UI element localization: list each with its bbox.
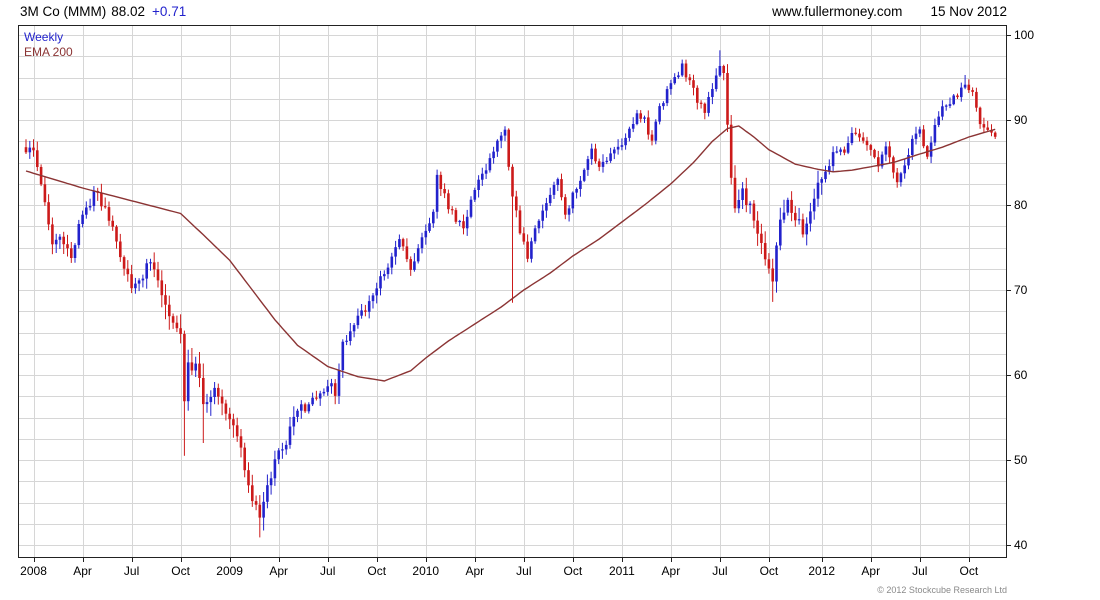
- price-change: +0.71: [152, 4, 187, 19]
- candlestick-series: [24, 50, 997, 538]
- ema-line: [25, 125, 996, 382]
- x-axis-label: Apr: [269, 564, 289, 578]
- x-axis-label: Oct: [759, 564, 779, 578]
- chart-date: 15 Nov 2012: [930, 4, 1007, 19]
- x-axis-label: Jul: [912, 564, 928, 578]
- x-axis-label: Jul: [320, 564, 336, 578]
- x-axis-label: Apr: [465, 564, 485, 578]
- y-axis-label: 50: [1014, 453, 1028, 467]
- legend-series-label: Weekly: [24, 30, 64, 44]
- x-axis-label: Jul: [516, 564, 532, 578]
- header-right: www.fullermoney.com 15 Nov 2012: [772, 4, 1007, 19]
- y-axis-label: 70: [1014, 283, 1028, 297]
- y-axis-label: 80: [1014, 198, 1028, 212]
- x-axis-label: 2012: [808, 564, 836, 578]
- y-axis-label: 90: [1014, 113, 1028, 127]
- x-axis-label: Oct: [171, 564, 190, 578]
- instrument-name: 3M Co (MMM): [20, 4, 107, 19]
- x-axis-label: Oct: [367, 564, 387, 578]
- legend-ema-label: EMA 200: [24, 45, 73, 59]
- x-axis-label: Jul: [712, 564, 728, 578]
- v-gridlines: [34, 26, 970, 557]
- axis-ticks: [34, 35, 1011, 562]
- x-axis-label: 2011: [608, 564, 635, 578]
- last-price: 88.02: [111, 4, 146, 19]
- y-axis-label: 100: [1014, 28, 1035, 42]
- site-url: www.fullermoney.com: [772, 4, 903, 19]
- x-axis-label: 2010: [412, 564, 440, 578]
- x-axis-label: Apr: [861, 564, 881, 578]
- x-axis-label: Jul: [123, 564, 140, 578]
- plot-border: [18, 25, 1007, 558]
- x-axis-label: Oct: [959, 564, 979, 578]
- x-axis-label: Apr: [73, 564, 92, 578]
- copyright-notice: © 2012 Stockcube Research Ltd: [877, 585, 1007, 595]
- x-axis-label: Oct: [563, 564, 583, 578]
- x-axis-label: Apr: [661, 564, 681, 578]
- chart-legend: Weekly EMA 200: [24, 30, 73, 60]
- page-title: 3M Co (MMM) 88.02 +0.71: [20, 4, 186, 19]
- y-axis-label: 60: [1014, 368, 1028, 382]
- y-axis-label: 40: [1014, 538, 1028, 552]
- x-axis-label: 2009: [216, 564, 243, 578]
- x-axis-label: 2008: [20, 564, 47, 578]
